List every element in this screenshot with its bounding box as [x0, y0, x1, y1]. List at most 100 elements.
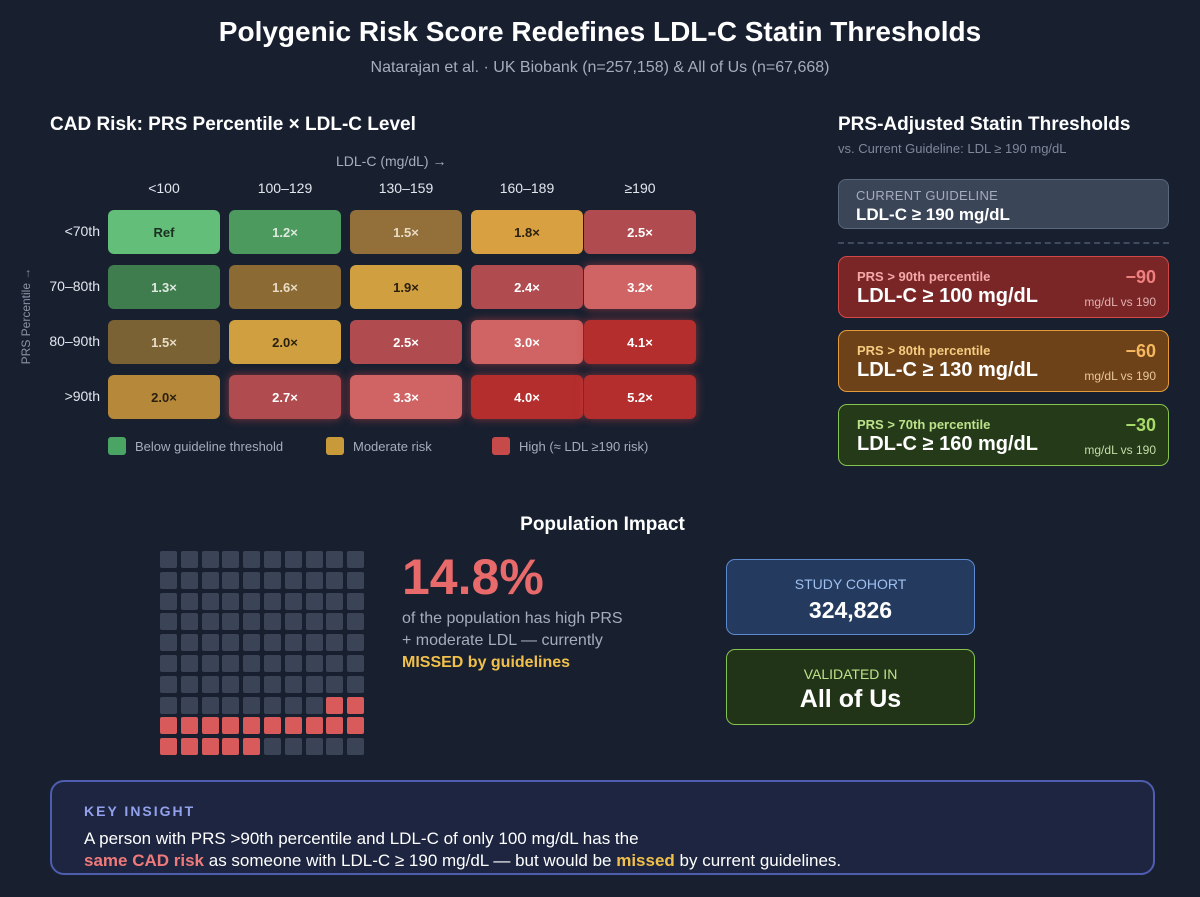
heatmap-cell: 3.2× [584, 265, 696, 309]
heatmap-row-label: >90th [64, 388, 100, 404]
waffle-square [305, 634, 323, 652]
waffle-square [222, 655, 240, 672]
waffle-square [305, 592, 323, 610]
key-insight-box [50, 780, 1155, 875]
heatmap-row-label: 70–80th [49, 278, 100, 294]
waffle-square [201, 696, 219, 714]
waffle-square [222, 675, 240, 693]
heatmap-cell: 2.5× [584, 210, 696, 254]
heatmap-column-label: 160–189 [499, 180, 555, 196]
threshold-value: LDL-C ≥ 130 mg/dL [857, 359, 1038, 381]
threshold-value: LDL-C ≥ 100 mg/dL [857, 285, 1038, 307]
missed-percent: 14.8% [402, 549, 544, 605]
waffle-square-highlighted [326, 717, 344, 735]
key-insight-line2: same CAD risk as someone with LDL-C ≥ 19… [84, 851, 841, 871]
waffle-square [264, 738, 281, 756]
waffle-square [326, 613, 344, 631]
waffle-square [201, 592, 219, 610]
waffle-square [160, 551, 177, 568]
threshold-delta: −90 [1125, 267, 1156, 287]
page-subtitle: Natarajan et al. · UK Biobank (n=257,158… [370, 59, 830, 76]
waffle-square [180, 571, 198, 589]
waffle-square [305, 571, 323, 589]
waffle-square-highlighted [180, 738, 198, 756]
dashed-divider [838, 242, 1169, 244]
waffle-square [180, 696, 198, 714]
waffle-square [264, 571, 281, 589]
heatmap-cell: 1.2× [229, 210, 341, 254]
threshold-unit: mg/dL vs 190 [1084, 369, 1156, 383]
waffle-square [201, 551, 219, 568]
insight-text-end: by current guidelines. [674, 851, 842, 870]
study-cohort-card: STUDY COHORT 324,826 [726, 559, 975, 635]
waffle-square [264, 675, 281, 693]
waffle-square [347, 675, 365, 693]
waffle-square [284, 592, 302, 610]
waffle-square [284, 571, 302, 589]
heatmap-cell: 1.5× [350, 210, 462, 254]
threshold-delta: −30 [1125, 415, 1156, 435]
threshold-unit: mg/dL vs 190 [1084, 443, 1156, 457]
missed-desc-line3: MISSED by guidelines [402, 654, 571, 671]
threshold-label: PRS > 80th percentile [857, 343, 991, 358]
waffle-square [160, 655, 177, 672]
legend-label-moderate: Moderate risk [353, 439, 432, 454]
waffle-square-highlighted [284, 717, 302, 735]
missed-desc-line2: + moderate LDL — currently [402, 632, 603, 649]
heatmap-y-axis-label: PRS Percentile → [19, 267, 33, 365]
heatmap-cell: 2.0× [229, 320, 341, 364]
waffle-square [160, 675, 177, 693]
waffle-square [160, 613, 177, 631]
waffle-square [243, 592, 261, 610]
waffle-square [222, 696, 240, 714]
waffle-square [347, 551, 365, 568]
threshold-card-prs70: PRS > 70th percentile LDL-C ≥ 160 mg/dL … [838, 404, 1169, 466]
legend-swatch-amber [326, 437, 344, 455]
waffle-square-highlighted [305, 717, 323, 735]
waffle-square [326, 592, 344, 610]
waffle-square [326, 571, 344, 589]
waffle-square [243, 655, 261, 672]
waffle-square [326, 634, 344, 652]
waffle-square-highlighted [243, 717, 261, 735]
heatmap-column-label: 100–129 [257, 180, 313, 196]
heatmap-cell: 1.8× [471, 210, 583, 254]
heatmap-x-axis-label: LDL-C (mg/dL) → [336, 153, 447, 169]
waffle-square [284, 738, 302, 756]
study-cohort-label: STUDY COHORT [794, 576, 907, 592]
heatmap-cell: 3.0× [471, 320, 583, 364]
waffle-square [347, 655, 365, 672]
waffle-square [326, 551, 344, 568]
validated-in-value: All of Us [799, 685, 902, 713]
heatmap-cell: 5.2× [584, 375, 696, 419]
heatmap-row-label: 80–90th [49, 333, 100, 349]
waffle-square [243, 675, 261, 693]
waffle-square [243, 613, 261, 631]
waffle-square [264, 634, 281, 652]
heatmap-column-label: <100 [148, 180, 180, 196]
waffle-square [305, 675, 323, 693]
waffle-square [305, 551, 323, 568]
waffle-square-highlighted [180, 717, 198, 735]
waffle-square-highlighted [160, 738, 177, 756]
waffle-square [201, 613, 219, 631]
heatmap-cell: Ref [108, 210, 220, 254]
waffle-square [243, 571, 261, 589]
thresholds-title: PRS-Adjusted Statin Thresholds [838, 114, 1131, 135]
waffle-square-highlighted [222, 717, 240, 735]
heatmap-cell: 2.0× [108, 375, 220, 419]
waffle-square [305, 613, 323, 631]
heatmap-cell: 4.1× [584, 320, 696, 364]
thresholds-subtitle: vs. Current Guideline: LDL ≥ 190 mg/dL [838, 141, 1067, 156]
heatmap-cell: 2.5× [350, 320, 462, 364]
waffle-square [284, 551, 302, 568]
heatmap-cell: 1.5× [108, 320, 220, 364]
heatmap-cell: 2.4× [471, 265, 583, 309]
waffle-square [243, 634, 261, 652]
waffle-square-highlighted [347, 717, 365, 735]
heatmap-cell: 2.7× [229, 375, 341, 419]
threshold-unit: mg/dL vs 190 [1084, 295, 1156, 309]
legend-swatch-red [492, 437, 510, 455]
threshold-label: PRS > 70th percentile [857, 417, 991, 432]
current-guideline-card [838, 179, 1169, 229]
